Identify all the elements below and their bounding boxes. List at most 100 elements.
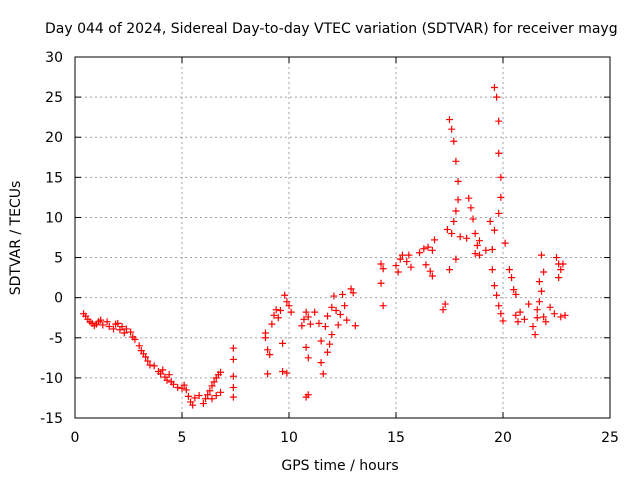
data-point [324, 348, 332, 356]
data-point [135, 342, 143, 350]
data-point [302, 343, 310, 351]
data-point [405, 251, 413, 259]
data-point [490, 83, 498, 91]
data-point [341, 302, 349, 310]
data-point [396, 255, 404, 263]
data-point [392, 262, 400, 270]
data-point [114, 319, 122, 327]
data-point [501, 239, 509, 247]
data-point [510, 286, 518, 294]
axis-ticks [74, 56, 611, 419]
data-point [304, 313, 312, 321]
data-point [540, 313, 548, 321]
data-point [144, 357, 152, 365]
data-point [287, 308, 295, 316]
data-point [561, 311, 569, 319]
data-point [379, 265, 387, 273]
data-point [229, 355, 237, 363]
data-point [403, 258, 411, 266]
data-point [557, 266, 565, 274]
data-point [471, 250, 479, 258]
data-point [229, 344, 237, 352]
data-point [531, 331, 539, 339]
data-point [304, 354, 312, 362]
data-point [486, 217, 494, 225]
data-point [512, 311, 520, 319]
data-point [379, 302, 387, 310]
data-point [407, 263, 415, 271]
data-point [266, 351, 274, 359]
data-point [217, 388, 225, 396]
data-point [182, 386, 190, 394]
data-point [450, 217, 458, 225]
x-tick-label: 5 [178, 430, 187, 446]
data-point [118, 323, 126, 331]
data-point [555, 274, 563, 282]
data-point [285, 302, 293, 310]
data-point [270, 311, 278, 319]
data-point [324, 312, 332, 320]
data-point [394, 268, 402, 276]
data-point [420, 245, 428, 253]
data-point [512, 290, 520, 298]
data-point [441, 300, 449, 308]
data-point [542, 318, 550, 326]
data-point [454, 177, 462, 185]
data-point [377, 260, 385, 268]
data-point [422, 261, 430, 269]
data-point [334, 321, 342, 329]
data-point [351, 322, 359, 330]
data-point [169, 380, 177, 388]
data-point [431, 236, 439, 244]
data-point [499, 317, 507, 325]
data-point [488, 266, 496, 274]
data-point [317, 337, 325, 345]
data-point [538, 251, 546, 259]
data-point [195, 392, 203, 400]
data-point [283, 369, 291, 377]
data-point [302, 308, 310, 316]
data-point [317, 359, 325, 367]
data-point [490, 282, 498, 290]
data-point [229, 393, 237, 401]
data-point [281, 291, 289, 299]
data-point [279, 339, 287, 347]
data-point [514, 318, 522, 326]
y-tick-label: -5 [49, 331, 63, 347]
data-point [495, 209, 503, 217]
y-tick-label: 5 [54, 251, 63, 267]
data-point [505, 266, 513, 274]
data-point [482, 246, 490, 254]
y-tick-label: -15 [40, 411, 63, 427]
data-point [146, 361, 154, 369]
data-point [424, 243, 432, 251]
data-point [529, 323, 537, 331]
data-point [428, 272, 436, 280]
data-point [157, 370, 165, 378]
data-point [304, 391, 312, 399]
data-point [97, 316, 105, 324]
data-point [229, 372, 237, 380]
data-point [103, 318, 111, 326]
y-tick-label: 10 [45, 210, 63, 226]
data-point [426, 267, 434, 275]
data-point [315, 319, 323, 327]
y-tick-label: 15 [45, 170, 63, 186]
data-point [452, 157, 460, 165]
data-point [471, 229, 479, 237]
axis-tick-labels: 0 5 10 15 20 25 -15 -10 -5 0 5 10 15 20 25 30 [40, 50, 619, 446]
data-point [321, 323, 329, 331]
x-axis-label: GPS time / hours [281, 458, 398, 474]
data-point [206, 387, 214, 395]
data-point [210, 378, 218, 386]
data-point [454, 196, 462, 204]
data-point [105, 323, 113, 331]
data-point [525, 300, 533, 308]
data-point [516, 308, 524, 316]
data-point [559, 260, 567, 268]
data-point [535, 298, 543, 306]
data-point [163, 376, 171, 384]
data-point [180, 381, 188, 389]
data-point [261, 334, 269, 342]
data-point [540, 268, 548, 276]
